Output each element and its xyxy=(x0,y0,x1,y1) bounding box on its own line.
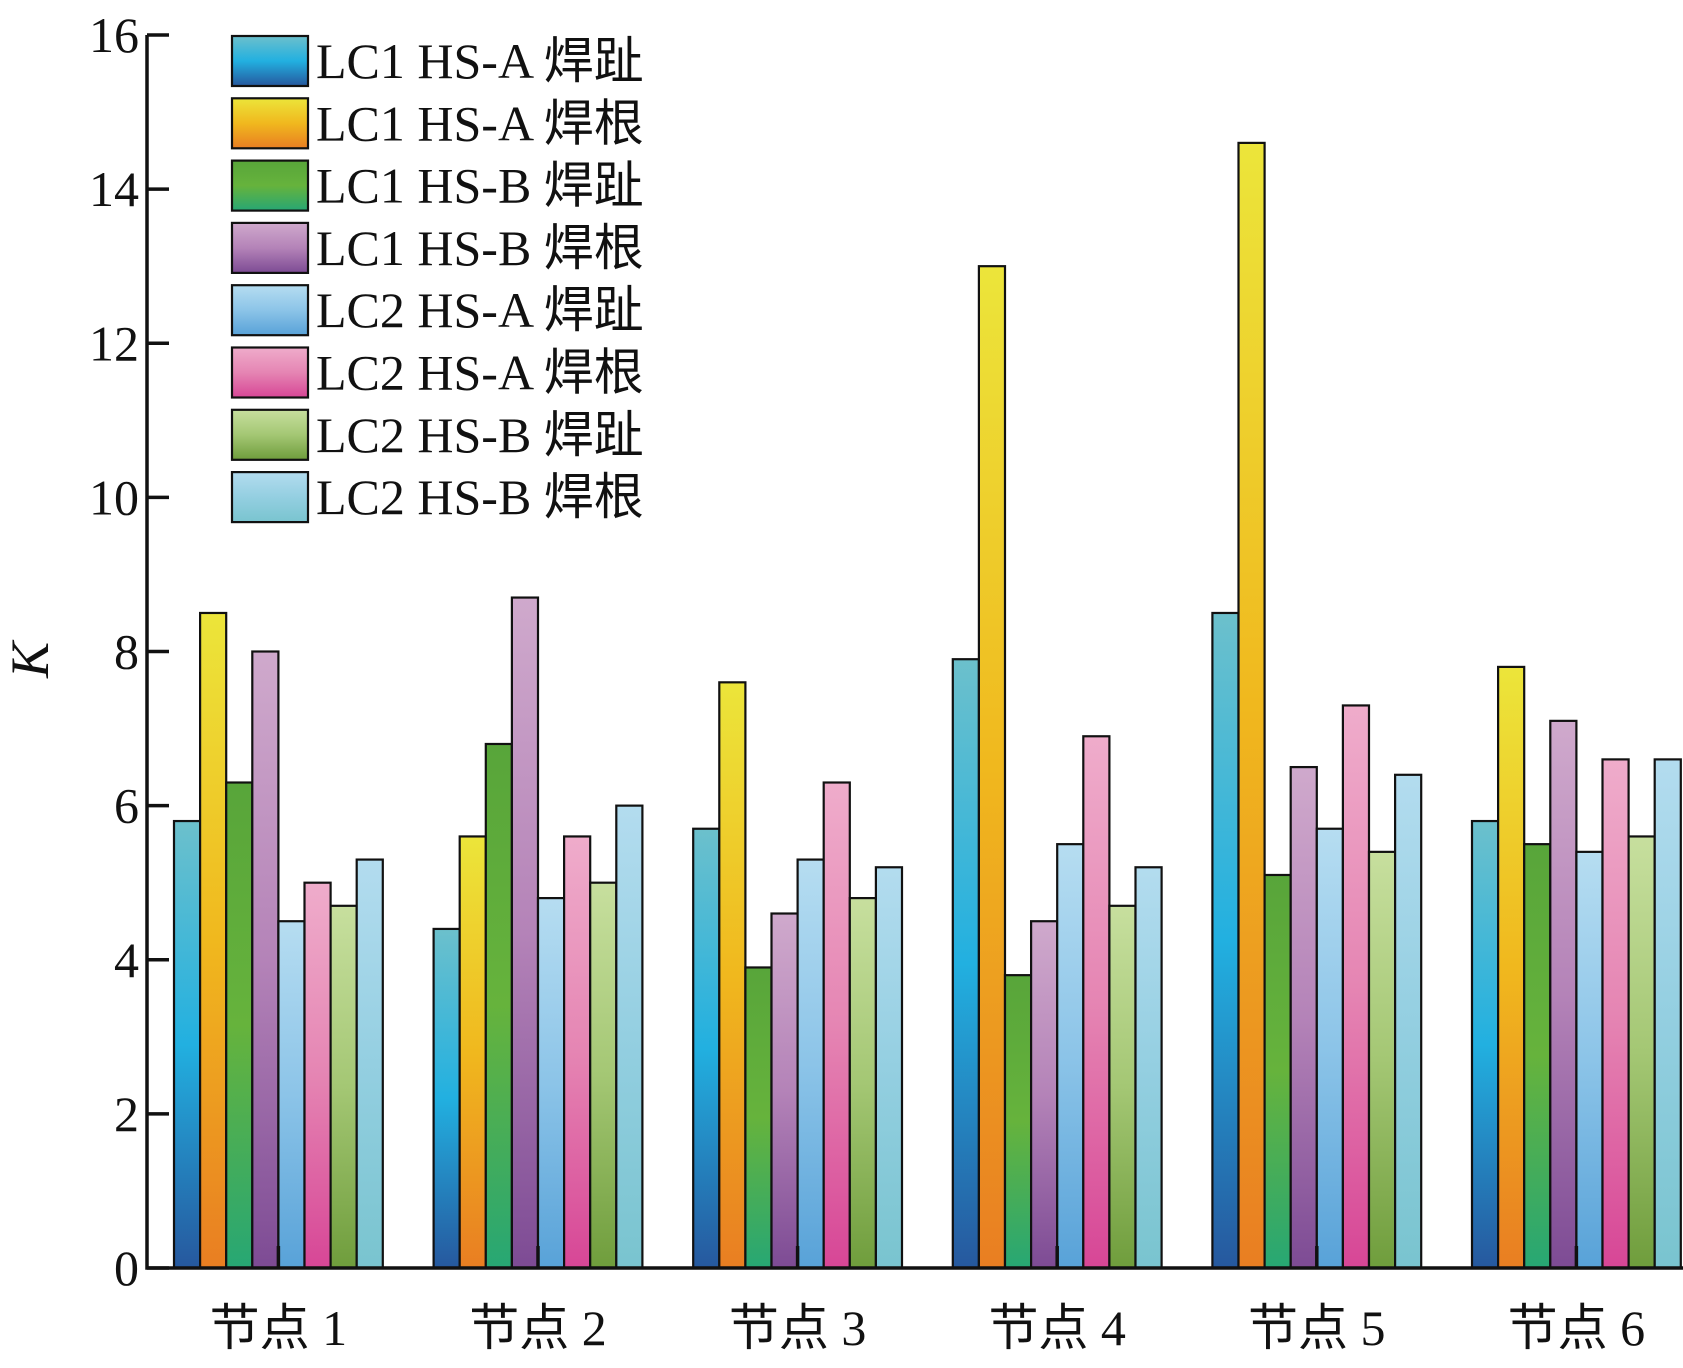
legend-label-3: LC1 HS-B 焊趾 xyxy=(316,158,644,214)
bar-3-series-4 xyxy=(770,912,799,1270)
bar-4-series-5 xyxy=(1056,843,1085,1270)
bar-4-series-7 xyxy=(1108,904,1137,1270)
legend-swatch-3 xyxy=(230,159,310,212)
bar-1-series-2 xyxy=(199,611,228,1270)
y-axis-label: K xyxy=(0,639,60,679)
bar-6-series-1 xyxy=(1470,819,1500,1270)
x-tick-label: 节点 5 xyxy=(1248,1300,1386,1356)
y-tick-label: 4 xyxy=(114,932,139,988)
bar-4-series-1 xyxy=(951,658,980,1270)
bar-5-series-6 xyxy=(1341,704,1371,1270)
bar-5-series-7 xyxy=(1367,850,1397,1270)
y-tick-label: 14 xyxy=(89,161,139,217)
bar-2-series-3 xyxy=(484,742,513,1270)
bar-2-series-6 xyxy=(562,835,592,1270)
bar-1-series-4 xyxy=(251,650,280,1270)
bar-6-series-6 xyxy=(1601,758,1630,1270)
y-tick-label: 6 xyxy=(114,778,139,834)
x-tick-label: 节点 6 xyxy=(1508,1300,1646,1356)
bar-2-series-4 xyxy=(510,596,540,1270)
bar-1-series-5 xyxy=(277,920,306,1270)
legend-swatch-5 xyxy=(230,284,310,337)
bar-5-series-3 xyxy=(1263,873,1292,1270)
legend-swatch-1 xyxy=(230,34,310,88)
bar-4-series-8 xyxy=(1134,866,1163,1270)
legend-label-1: LC1 HS-A 焊趾 xyxy=(316,33,644,89)
legend-swatch-7 xyxy=(230,408,310,461)
bar-4-series-3 xyxy=(1003,974,1033,1270)
bar-2-series-8 xyxy=(615,804,644,1270)
bar-1-series-8 xyxy=(355,858,384,1270)
y-tick-label: 8 xyxy=(114,624,139,680)
bar-5-series-1 xyxy=(1211,611,1240,1270)
bar-2-series-2 xyxy=(458,835,487,1270)
bar-3-series-2 xyxy=(718,681,747,1270)
y-tick-label: 10 xyxy=(89,469,139,525)
bar-2-series-7 xyxy=(589,881,618,1270)
bar-2-series-1 xyxy=(432,927,461,1270)
legend-label-4: LC1 HS-B 焊根 xyxy=(316,220,644,276)
bar-6-series-2 xyxy=(1496,665,1526,1270)
bar-3-series-8 xyxy=(874,866,904,1270)
bar-6-series-4 xyxy=(1549,719,1578,1270)
y-tick-label: 16 xyxy=(89,7,139,63)
x-tick-label: 节点 2 xyxy=(469,1300,607,1356)
bar-5-series-5 xyxy=(1315,827,1345,1270)
legend: LC1 HS-A 焊趾 LC1 HS-A 焊根 LC1 HS-B 焊趾 LC1 HS-… xyxy=(230,33,644,525)
bar-3-series-3 xyxy=(744,966,773,1270)
bar-5-series-4 xyxy=(1289,765,1318,1270)
legend-swatch-2 xyxy=(230,97,310,150)
legend-swatch-4 xyxy=(230,221,310,274)
bar-4-series-2 xyxy=(977,265,1007,1270)
legend-label-5: LC2 HS-A 焊趾 xyxy=(316,282,644,338)
bar-1-series-6 xyxy=(303,881,332,1270)
x-tick-label: 节点 4 xyxy=(988,1300,1126,1356)
y-tick-label: 0 xyxy=(114,1240,139,1296)
bar-6-series-5 xyxy=(1575,850,1604,1270)
bar-6-series-7 xyxy=(1627,835,1656,1270)
bar-2-series-5 xyxy=(536,896,566,1270)
legend-swatch-8 xyxy=(230,471,310,524)
axes-layer: 0 2 4 6 8 10 12 14 16 节点 1 节点 2 节点 3 节点 4 节点 5 节点 6 xyxy=(89,7,1683,1356)
legend-swatch-6 xyxy=(230,346,310,399)
bar-1-series-7 xyxy=(329,904,358,1270)
bar-4-series-6 xyxy=(1082,735,1111,1270)
bar-4-series-4 xyxy=(1029,920,1059,1270)
bar-3-series-7 xyxy=(848,896,877,1270)
bar-5-series-2 xyxy=(1237,141,1266,1270)
legend-label-7: LC2 HS-B 焊趾 xyxy=(316,407,644,463)
x-tick-label: 节点 3 xyxy=(729,1300,867,1356)
bars-layer xyxy=(172,141,1682,1270)
bar-3-series-5 xyxy=(796,858,825,1270)
bar-3-series-6 xyxy=(822,781,851,1270)
bar-3-series-1 xyxy=(692,827,721,1270)
bar-1-series-3 xyxy=(225,781,254,1270)
legend-label-8: LC2 HS-B 焊根 xyxy=(316,469,644,525)
legend-label-2: LC1 HS-A 焊根 xyxy=(316,95,644,151)
bar-6-series-3 xyxy=(1523,843,1552,1270)
y-tick-label: 12 xyxy=(89,315,139,371)
legend-label-6: LC2 HS-A 焊根 xyxy=(316,345,644,401)
y-tick-label: 2 xyxy=(114,1086,139,1142)
x-tick-label: 节点 1 xyxy=(210,1300,348,1356)
bar-5-series-8 xyxy=(1393,773,1423,1270)
bar-1-series-1 xyxy=(172,819,202,1270)
bar-6-series-8 xyxy=(1653,758,1682,1270)
